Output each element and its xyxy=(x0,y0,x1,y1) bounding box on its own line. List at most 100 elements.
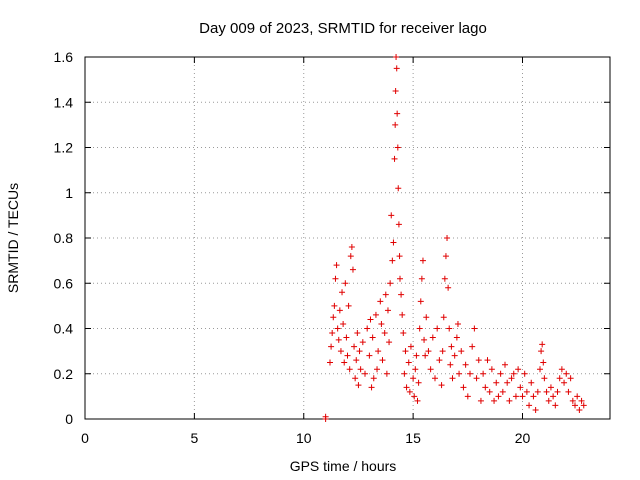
data-point xyxy=(521,370,528,377)
data-point xyxy=(355,382,362,389)
data-point xyxy=(370,375,377,382)
data-point xyxy=(330,314,337,321)
data-point xyxy=(412,366,419,373)
data-point xyxy=(395,221,402,228)
data-point xyxy=(418,275,425,282)
y-tick-label: 0.2 xyxy=(54,366,74,382)
data-point xyxy=(491,397,498,404)
data-point xyxy=(331,302,338,309)
data-point xyxy=(534,388,541,395)
data-point xyxy=(517,384,524,391)
y-tick-label: 0.6 xyxy=(54,275,74,291)
data-point xyxy=(345,302,352,309)
data-point xyxy=(423,314,430,321)
data-point xyxy=(512,393,519,400)
data-point xyxy=(429,334,436,341)
data-point xyxy=(382,291,389,298)
data-point xyxy=(329,330,336,337)
data-point xyxy=(477,397,484,404)
data-point xyxy=(401,370,408,377)
data-point xyxy=(406,388,413,395)
data-point xyxy=(359,339,366,346)
data-point xyxy=(364,325,371,332)
y-tick-label: 0 xyxy=(65,411,73,427)
data-point xyxy=(427,366,434,373)
data-point xyxy=(451,352,458,359)
data-point xyxy=(530,393,537,400)
data-point xyxy=(438,382,445,389)
data-point xyxy=(397,275,403,282)
data-point xyxy=(510,370,517,377)
data-point xyxy=(384,307,391,314)
data-point xyxy=(395,185,402,192)
data-point xyxy=(578,397,585,404)
data-point xyxy=(413,352,420,359)
data-point xyxy=(392,87,399,94)
data-point xyxy=(419,257,426,264)
data-point xyxy=(410,375,417,382)
data-point xyxy=(393,65,400,72)
data-point xyxy=(499,388,506,395)
data-point xyxy=(342,280,349,287)
data-point xyxy=(436,357,443,364)
data-point xyxy=(460,384,467,391)
data-point xyxy=(482,384,489,391)
data-point xyxy=(545,397,552,404)
data-point xyxy=(339,289,346,296)
y-tick-label: 1 xyxy=(65,185,73,201)
x-tick-label: 0 xyxy=(81,430,89,446)
data-point xyxy=(580,402,587,409)
data-point xyxy=(480,370,487,377)
y-tick-label: 0.8 xyxy=(54,230,74,246)
data-point xyxy=(340,320,347,327)
data-point xyxy=(367,316,374,323)
data-point xyxy=(346,366,353,373)
data-point xyxy=(441,275,448,282)
data-point xyxy=(508,375,515,382)
data-point xyxy=(398,291,405,298)
data-point xyxy=(392,121,399,128)
data-point xyxy=(572,402,578,409)
data-point xyxy=(402,348,409,355)
data-point xyxy=(439,348,446,355)
y-axis-label: SRMTID / TECUs xyxy=(5,183,21,293)
data-point xyxy=(368,384,375,391)
data-point xyxy=(403,384,410,391)
chart-title: Day 009 of 2023, SRMTID for receiver lag… xyxy=(199,20,487,37)
data-point xyxy=(561,379,568,386)
data-point xyxy=(372,311,379,318)
data-point xyxy=(393,54,400,60)
data-point xyxy=(348,244,355,251)
data-point xyxy=(416,325,423,332)
x-tick-label: 15 xyxy=(405,430,421,446)
data-point xyxy=(434,325,441,332)
data-point xyxy=(387,280,394,287)
data-point xyxy=(448,343,455,350)
data-point xyxy=(374,366,381,373)
data-point xyxy=(425,348,432,355)
data-point xyxy=(563,370,570,377)
data-point xyxy=(407,343,414,350)
data-point xyxy=(486,388,493,395)
data-point xyxy=(394,144,401,151)
data-point xyxy=(532,406,539,413)
x-tick-label: 5 xyxy=(191,430,199,446)
data-point xyxy=(488,366,495,373)
data-point xyxy=(446,325,453,332)
data-point xyxy=(366,352,373,359)
data-point xyxy=(322,413,329,420)
data-point xyxy=(469,343,476,350)
data-point xyxy=(343,334,350,341)
data-point xyxy=(528,379,535,386)
data-point xyxy=(550,393,557,400)
data-point xyxy=(383,370,390,377)
data-point xyxy=(362,370,368,377)
data-point xyxy=(453,334,460,341)
data-point xyxy=(381,330,388,337)
data-point xyxy=(497,370,504,377)
data-point xyxy=(377,298,384,305)
data-point xyxy=(462,361,469,368)
y-tick-label: 1.4 xyxy=(54,94,74,110)
data-point xyxy=(332,275,339,282)
data-point xyxy=(456,370,463,377)
